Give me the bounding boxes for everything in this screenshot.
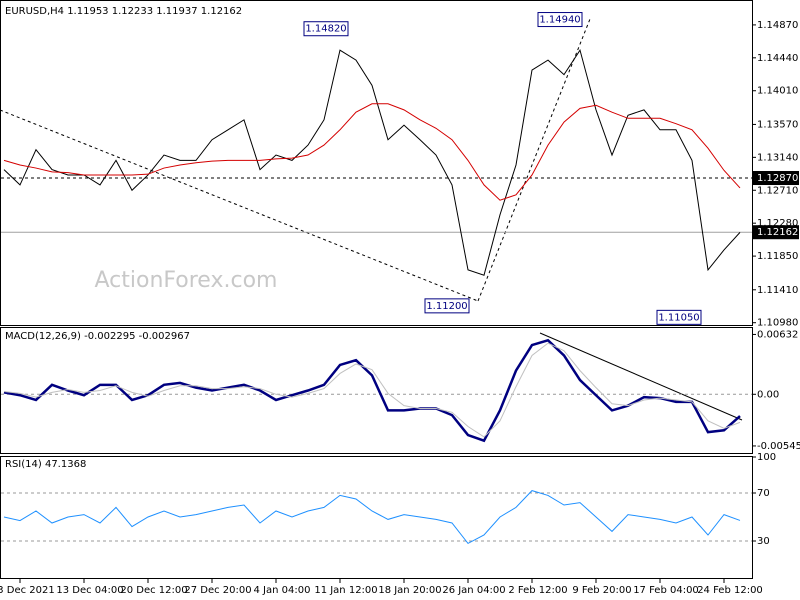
macd-panel [0,327,753,454]
x-tick-label: 11 Jan 12:00 [314,585,377,596]
y-tick-label: 1.12280 [757,218,798,229]
annotation-box [656,309,702,325]
macd-title: MACD(12,26,9) -0.002295 -0.002967 [5,331,190,342]
annotation-box [303,21,349,37]
x-tick-label: 3 Dec 2021 [0,585,55,596]
annotation-label: 1.14820 [305,24,346,35]
level-label: 1.12870 [757,173,798,184]
x-tick-label: 20 Dec 12:00 [120,585,187,596]
x-tick-label: 26 Jan 04:00 [442,585,505,596]
annotation-label: 1.11050 [658,312,699,323]
y-tick-label: 1.13140 [757,152,798,163]
annotation-label: 1.14940 [539,15,580,26]
trendline [477,18,591,302]
watermark: ActionForex.com [95,268,278,293]
x-tick-label: 4 Jan 04:00 [254,585,311,596]
y-tick-label: 0.00 [757,389,779,400]
y-tick-label: 1.10980 [757,318,798,329]
x-tick-label: 2 Feb 12:00 [508,585,567,596]
x-tick-label: 18 Jan 20:00 [378,585,441,596]
rsi-panel [0,456,753,579]
macd-trendline [539,332,743,421]
y-tick-label: 1.11410 [757,285,798,296]
level-box [753,171,799,186]
series-line [3,48,741,276]
price-title: EURUSD,H4 1.11953 1.12233 1.11937 1.1216… [5,6,242,17]
price-panel [0,0,753,326]
annotation-label: 1.11200 [426,301,467,312]
current-price-label: 1.12162 [757,227,798,238]
x-tick-label: 17 Feb 04:00 [633,585,699,596]
y-tick-label: 1.11850 [757,251,798,262]
y-tick-label: 1.13570 [757,119,798,130]
series-line [3,338,741,443]
y-tick-label: 1.12710 [757,185,798,196]
y-tick-label: 100 [757,452,776,463]
trendline [0,109,479,302]
x-tick-label: 27 Dec 20:00 [184,585,251,596]
x-tick-label: 24 Feb 12:00 [697,585,763,596]
y-tick-label: 1.14870 [757,20,798,31]
y-tick-label: -0.005455 [757,441,800,452]
rsi-title: RSI(14) 47.1368 [5,459,86,470]
y-tick-label: 70 [757,488,770,499]
y-tick-label: 1.14440 [757,53,798,64]
current-price-box [753,225,799,240]
annotation-box [537,12,583,28]
x-tick-label: 9 Feb 20:00 [572,585,631,596]
series-line [3,490,741,545]
y-tick-label: 30 [757,536,770,547]
y-tick-label: 1.14010 [757,86,798,97]
series-line [3,342,741,438]
series-line [3,103,741,201]
annotation-box [424,298,470,314]
x-tick-label: 13 Dec 04:00 [56,585,123,596]
y-tick-label: 0.00632 [757,329,798,340]
